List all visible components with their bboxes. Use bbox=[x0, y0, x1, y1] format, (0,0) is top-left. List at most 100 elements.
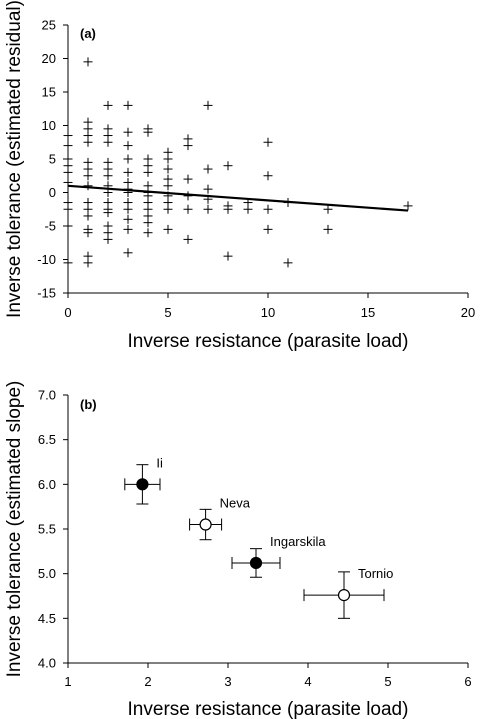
panel-a-y-tick-label: -5 bbox=[44, 219, 56, 234]
panel-a-point bbox=[103, 208, 113, 218]
panel-b-point-label: Ingarskila bbox=[270, 534, 326, 549]
panel-b-y-tick-label: 4.5 bbox=[38, 611, 56, 626]
panel-a-point bbox=[203, 184, 213, 194]
panel-b-ticks: 1 2 3 4 5 6 4.0 4.5 5.0 5.5 6.0 6.5 7.0 bbox=[38, 388, 472, 690]
panel-a-point bbox=[123, 204, 133, 214]
panel-a-point bbox=[63, 258, 73, 268]
panel-a-point bbox=[183, 141, 193, 151]
panel-a-point bbox=[243, 204, 253, 214]
panel-a-point bbox=[263, 224, 273, 234]
panel-a-point bbox=[123, 248, 133, 258]
panel-a-point bbox=[183, 204, 193, 214]
panel-a-ticks: 0 5 10 15 20 -15 -10 -5 0 5 10 15 20 25 bbox=[37, 18, 475, 321]
panel-a-point bbox=[323, 204, 333, 214]
panel-a-point bbox=[183, 234, 193, 244]
panel-b-label: (b) bbox=[80, 397, 97, 412]
panel-a-point bbox=[83, 211, 93, 221]
panel-a-y-tick-label: 20 bbox=[42, 51, 56, 66]
panel-a-point bbox=[103, 171, 113, 181]
panel-b-marker bbox=[337, 589, 351, 602]
panel-a-point bbox=[403, 201, 413, 211]
panel-a-point bbox=[143, 228, 153, 238]
panel-a-y-axis-label: Inverse tolerance (estimated residual) bbox=[4, 0, 25, 318]
panel-b-marker bbox=[136, 478, 149, 491]
panel-a-y-tick-label: 10 bbox=[42, 118, 56, 133]
panel-b-y-tick-label: 4.0 bbox=[38, 656, 56, 671]
panel-a-point bbox=[143, 127, 153, 137]
panel-a-y-tick-label: 25 bbox=[42, 18, 56, 33]
panel-a-regression-line bbox=[67, 184, 409, 212]
panel-a-y-tick-label: -15 bbox=[37, 286, 56, 301]
panel-b-x-tick-label: 3 bbox=[224, 674, 231, 689]
panel-a-x-tick-label: 0 bbox=[64, 305, 71, 320]
panel-b-point: Ii bbox=[124, 455, 163, 505]
panel-a-point bbox=[83, 181, 93, 191]
panel-a-point bbox=[63, 204, 73, 214]
panel-a-x-tick-label: 10 bbox=[261, 305, 275, 320]
panel-a-point bbox=[203, 100, 213, 110]
panel-b-marker bbox=[249, 556, 263, 570]
panel-b-point: Ingarskila bbox=[231, 534, 326, 578]
panel-a-point bbox=[163, 224, 173, 234]
panel-a-point bbox=[123, 167, 133, 177]
panel-a-point bbox=[123, 127, 133, 137]
panel-b-y-tick-label: 7.0 bbox=[38, 388, 56, 403]
panel-a-point bbox=[143, 167, 153, 177]
panel-b-x-tick-label: 5 bbox=[384, 674, 391, 689]
panel-a-point bbox=[283, 258, 293, 268]
panel-b-point: Neva bbox=[189, 496, 251, 541]
panel-a-point bbox=[143, 218, 153, 228]
panel-b-marker bbox=[199, 518, 212, 531]
panel-a-y-tick-label: -10 bbox=[37, 252, 56, 267]
panel-a-point bbox=[123, 224, 133, 234]
panel-a-scatter: (a) Inverse resistance (parasite load) I… bbox=[4, 0, 475, 352]
panel-a-point bbox=[103, 100, 113, 110]
panel-a-point bbox=[223, 161, 233, 171]
panel-a-x-axis-label: Inverse resistance (parasite load) bbox=[128, 331, 409, 352]
panel-b-point-label: Neva bbox=[220, 496, 251, 511]
panel-a-x-tick-label: 5 bbox=[164, 305, 171, 320]
panel-a-x-tick-label: 15 bbox=[361, 305, 375, 320]
panel-b-x-tick-label: 6 bbox=[464, 674, 471, 689]
panel-a-point bbox=[63, 131, 73, 141]
panel-b-y-axis-label: Inverse tolerance (estimated slope) bbox=[4, 381, 25, 678]
panel-a-point bbox=[263, 204, 273, 214]
panel-a-point bbox=[63, 167, 73, 177]
panel-b-y-tick-label: 6.5 bbox=[38, 432, 56, 447]
panel-b-x-axis-label: Inverse resistance (parasite load) bbox=[128, 699, 409, 719]
panel-b-x-tick-label: 1 bbox=[64, 674, 71, 689]
panel-a-y-tick-label: 0 bbox=[49, 185, 56, 200]
panel-a-x-tick-label: 20 bbox=[461, 305, 475, 320]
panel-a-point bbox=[123, 100, 133, 110]
panel-a-y-tick-label: 5 bbox=[49, 152, 56, 167]
panel-b-point-label: Ii bbox=[156, 455, 163, 470]
panel-a-point bbox=[323, 224, 333, 234]
panel-a-point bbox=[123, 214, 133, 224]
panel-a-point bbox=[203, 204, 213, 214]
panel-a-point bbox=[203, 164, 213, 174]
panel-a-point bbox=[63, 141, 73, 151]
panel-b-y-tick-label: 6.0 bbox=[38, 477, 56, 492]
panel-a-point bbox=[83, 137, 93, 147]
panel-a-point bbox=[223, 204, 233, 214]
panel-b-point: Tornio bbox=[303, 566, 393, 619]
panel-b-x-tick-label: 2 bbox=[144, 674, 151, 689]
panel-a-point bbox=[163, 164, 173, 174]
panel-b-x-tick-label: 4 bbox=[304, 674, 311, 689]
panel-a-point bbox=[123, 154, 133, 164]
panel-b-scatter: (b) Inverse resistance (parasite load) I… bbox=[4, 381, 472, 719]
panel-a-point bbox=[63, 221, 73, 231]
panel-b-points: Ii Neva Ingarskila Tornio bbox=[124, 455, 393, 619]
panel-b-y-tick-label: 5.5 bbox=[38, 522, 56, 537]
panel-a-y-tick-label: 15 bbox=[42, 85, 56, 100]
panel-a-point bbox=[83, 258, 93, 268]
panel-a-point bbox=[63, 177, 73, 187]
panel-a-point bbox=[83, 57, 93, 67]
panel-b-y-tick-label: 5.0 bbox=[38, 566, 56, 581]
panel-a-point bbox=[263, 137, 273, 147]
panel-a-point bbox=[263, 171, 273, 181]
panel-a-point bbox=[223, 251, 233, 261]
panel-a-point bbox=[103, 137, 113, 147]
panel-a-point bbox=[163, 204, 173, 214]
